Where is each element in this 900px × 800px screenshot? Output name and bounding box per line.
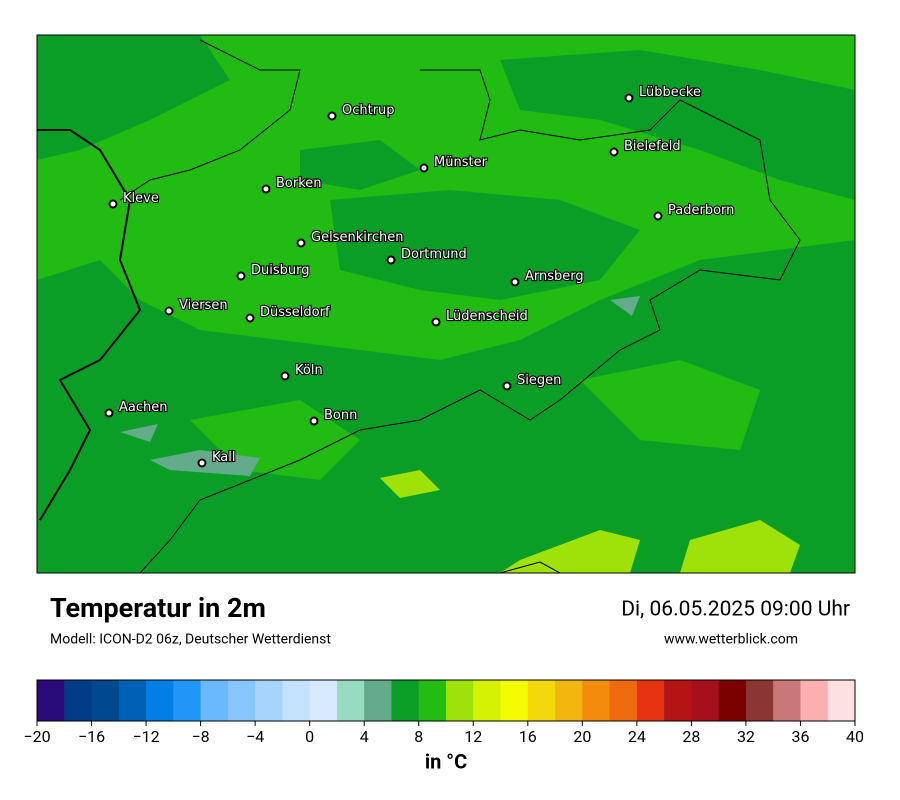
borders xyxy=(37,39,801,574)
color-bin xyxy=(582,680,611,721)
city-dot xyxy=(164,306,174,316)
tick-label: −16 xyxy=(78,727,105,746)
colorbar-frame xyxy=(36,679,856,722)
color-bin xyxy=(309,680,338,721)
city-dot xyxy=(261,184,271,194)
color-bin xyxy=(118,680,147,721)
city-dot xyxy=(327,111,337,121)
color-bin xyxy=(282,680,311,721)
website: www.wetterblick.com xyxy=(664,632,798,648)
tick-label: −12 xyxy=(132,727,159,746)
color-bin xyxy=(773,680,801,721)
colorbar: −20 −16 −12 −8 −4 0 4 8 12 16 20 24 28 32 36 40 xyxy=(23,679,864,746)
color-bin xyxy=(800,680,829,721)
tick-label: 4 xyxy=(360,727,369,746)
city-dot xyxy=(431,317,441,327)
city-label: Lüdenscheid xyxy=(446,309,528,324)
tick-label: 24 xyxy=(628,727,646,746)
city-label: Borken xyxy=(276,176,322,191)
tick-label: 20 xyxy=(573,727,591,746)
color-bin xyxy=(336,680,365,721)
city-label: Münster xyxy=(434,155,488,170)
city-dot xyxy=(502,381,512,391)
color-bin xyxy=(555,680,583,721)
city-dot xyxy=(236,271,246,281)
color-bin xyxy=(146,680,174,721)
city-label: Bonn xyxy=(324,408,357,423)
subtitle: Modell: ICON-D2 06z, Deutscher Wetterdie… xyxy=(50,632,331,648)
city-label: Siegen xyxy=(517,373,561,388)
tick-label: −20 xyxy=(23,727,50,746)
color-bin xyxy=(227,680,256,721)
city-label: Arnsberg xyxy=(525,269,584,284)
color-bin xyxy=(364,680,392,721)
datetime: Di, 06.05.2025 09:00 Uhr xyxy=(621,598,850,622)
city-dot xyxy=(309,416,319,426)
city-dot xyxy=(104,408,114,418)
city-label: Dortmund xyxy=(401,247,467,262)
city-layer: Lübbecke Ochtrup Bielefeld Münster Borken Kle… xyxy=(104,84,735,468)
city-dot xyxy=(386,255,396,265)
city-label: Duisburg xyxy=(251,263,310,278)
city-label: Ochtrup xyxy=(342,103,395,118)
tick-label: 36 xyxy=(791,727,809,746)
color-bin xyxy=(527,680,556,721)
color-bin xyxy=(446,680,474,721)
color-bin xyxy=(173,680,202,721)
color-bin xyxy=(827,680,856,721)
color-bin xyxy=(391,680,420,721)
colorbar-unit: in °C xyxy=(425,749,467,773)
city-dot xyxy=(609,147,619,157)
city-label: Aachen xyxy=(119,400,167,415)
color-bin xyxy=(200,680,229,721)
city-label: Paderborn xyxy=(668,203,734,218)
city-label: Viersen xyxy=(179,298,228,313)
tick-label: 40 xyxy=(846,727,864,746)
city-dot xyxy=(280,371,290,381)
city-dot xyxy=(108,199,118,209)
city-label: Kall xyxy=(212,450,236,465)
map-frame xyxy=(36,34,856,574)
chart-title: Temperatur in 2m xyxy=(50,592,266,624)
color-bin xyxy=(609,680,638,721)
color-bin xyxy=(691,680,720,721)
tick-label: 8 xyxy=(414,727,423,746)
tick-label: 28 xyxy=(682,727,700,746)
color-bin xyxy=(500,680,529,721)
city-dot xyxy=(296,238,306,248)
color-bin xyxy=(37,680,65,721)
city-label: Lübbecke xyxy=(639,85,701,100)
warmest-patches xyxy=(380,470,800,573)
tick-label: 0 xyxy=(305,727,314,746)
city-label: Gelsenkirchen xyxy=(311,230,404,245)
city-dot xyxy=(653,211,663,221)
color-bin xyxy=(91,680,120,721)
color-bin xyxy=(418,680,447,721)
tick-label: −4 xyxy=(246,727,264,746)
city-dot xyxy=(197,458,207,468)
tick-label: 32 xyxy=(737,727,755,746)
color-bin xyxy=(745,680,774,721)
tick-label: −8 xyxy=(192,727,210,746)
color-bin xyxy=(473,680,502,721)
tick-label: 16 xyxy=(519,727,537,746)
city-dot xyxy=(624,93,634,103)
tick-label: 12 xyxy=(464,727,482,746)
city-label: Köln xyxy=(295,363,323,378)
color-bin xyxy=(664,680,692,721)
city-label: Düsseldorf xyxy=(260,305,330,320)
color-bin xyxy=(636,680,665,721)
color-bin xyxy=(64,680,93,721)
city-dot xyxy=(419,163,429,173)
color-bin xyxy=(255,680,283,721)
city-label: Bielefeld xyxy=(624,139,681,154)
city-label: Kleve xyxy=(123,191,159,206)
city-dot xyxy=(510,277,520,287)
city-dot xyxy=(245,313,255,323)
color-bin xyxy=(718,680,747,721)
